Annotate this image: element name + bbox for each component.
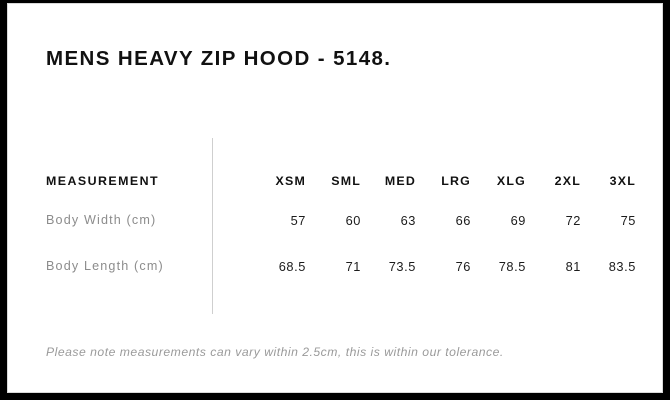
- row-label-body-width: Body Width (cm): [46, 213, 157, 227]
- cell-body-width-xsm: 57: [290, 212, 306, 228]
- cell-body-length-lrg: 76: [455, 258, 471, 274]
- cell-body-width-sml: 60: [345, 212, 361, 228]
- cell-body-length-xlg: 78.5: [498, 258, 526, 274]
- cell-body-width-lrg: 66: [455, 212, 471, 228]
- column-header-sml: SML: [331, 173, 361, 188]
- table-row: Body Width (cm) 57 60 63 66 69 72 75: [46, 197, 636, 243]
- cell-body-length-med: 73.5: [388, 258, 416, 274]
- tolerance-note: Please note measurements can vary within…: [46, 345, 504, 359]
- column-header-3xl: 3XL: [609, 173, 636, 188]
- cell-body-width-xlg: 69: [510, 212, 526, 228]
- column-header-measurement: MEASUREMENT: [46, 173, 160, 188]
- cell-body-width-3xl: 75: [620, 212, 636, 228]
- column-header-xlg: XLG: [496, 173, 526, 188]
- column-divider: [212, 138, 213, 314]
- column-header-2xl: 2XL: [554, 173, 581, 188]
- table-row: Body Length (cm) 68.5 71 73.5 76 78.5 81…: [46, 243, 636, 289]
- column-header-xsm: XSM: [275, 173, 306, 188]
- column-header-med: MED: [384, 173, 416, 188]
- size-chart-inner: MENS HEAVY ZIP HOOD - 5148. MEASUREMENT …: [7, 3, 663, 393]
- size-chart-table: MEASUREMENT XSM SML MED LRG XLG 2XL 3XL …: [46, 164, 636, 289]
- table-header-row: MEASUREMENT XSM SML MED LRG XLG 2XL 3XL: [46, 164, 636, 197]
- cell-body-width-2xl: 72: [565, 212, 581, 228]
- column-header-lrg: LRG: [441, 173, 471, 188]
- cell-body-length-3xl: 83.5: [608, 258, 636, 274]
- page-title: MENS HEAVY ZIP HOOD - 5148.: [46, 47, 392, 70]
- cell-body-width-med: 63: [400, 212, 416, 228]
- cell-body-length-sml: 71: [345, 258, 361, 274]
- cell-body-length-2xl: 81: [565, 258, 581, 274]
- row-label-body-length: Body Length (cm): [46, 259, 164, 273]
- cell-body-length-xsm: 68.5: [278, 258, 306, 274]
